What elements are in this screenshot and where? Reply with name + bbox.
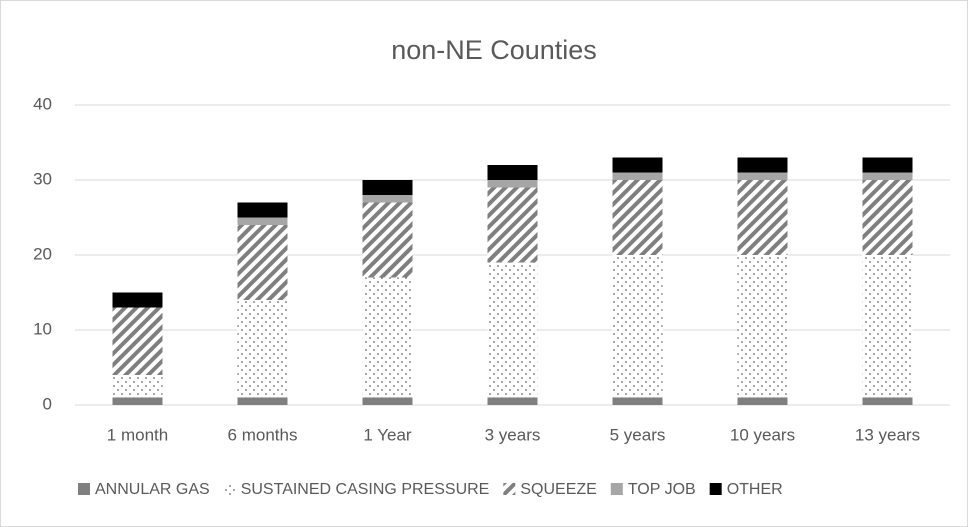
- bar-segment: [487, 187, 538, 263]
- x-tick-label: 5 years: [610, 425, 666, 444]
- chart-title: non-NE Counties: [391, 35, 597, 65]
- bar-segment: [112, 375, 163, 398]
- bar-segment: [237, 300, 288, 398]
- bar-segment: [237, 225, 288, 300]
- x-tick-label: 1 month: [107, 425, 168, 444]
- legend-label: TOP JOB: [628, 481, 696, 498]
- bar-segment: [612, 180, 663, 255]
- y-tick-label: 20: [33, 244, 52, 263]
- legend-swatch: [78, 483, 90, 495]
- bar-segment: [362, 397, 413, 405]
- legend-swatch: [709, 483, 722, 495]
- bar-segment: [862, 180, 913, 255]
- bar-segment: [612, 255, 663, 398]
- bar-segment: [112, 397, 163, 405]
- legend-label: ANNULAR GAS: [95, 481, 210, 498]
- bar-segment: [487, 180, 538, 188]
- bar-segment: [737, 255, 788, 398]
- bar-segment: [737, 397, 788, 405]
- bar-segment: [112, 307, 163, 375]
- bar-segment: [612, 397, 663, 405]
- bar-segment: [862, 397, 913, 405]
- bar-segment: [862, 255, 913, 398]
- y-tick-label: 30: [33, 169, 52, 188]
- y-tick-label: 0: [43, 394, 52, 413]
- bar-segment: [862, 172, 913, 180]
- x-tick-label: 3 years: [485, 425, 541, 444]
- x-tick-label: 10 years: [730, 425, 795, 444]
- bar-segment: [487, 397, 538, 405]
- bar-segment: [237, 202, 288, 218]
- y-tick-label: 40: [33, 94, 52, 113]
- legend-label: OTHER: [727, 481, 783, 498]
- legend-label: SUSTAINED CASING PRESSURE: [241, 481, 490, 498]
- bar-segment: [737, 157, 788, 173]
- bar-segment: [237, 397, 288, 405]
- bar-segment: [237, 217, 288, 225]
- legend-swatch: [223, 483, 236, 495]
- x-tick-label: 1 Year: [363, 425, 412, 444]
- x-tick-label: 6 months: [228, 425, 298, 444]
- bar-segment: [362, 277, 413, 398]
- bar-segment: [112, 292, 163, 308]
- bar-segment: [362, 180, 413, 195]
- bar-segment: [612, 172, 663, 180]
- bar-segment: [612, 157, 663, 173]
- bar-segment: [737, 172, 788, 180]
- y-tick-label: 10: [33, 319, 52, 338]
- x-tick-label: 13 years: [855, 425, 920, 444]
- bar-segment: [737, 180, 788, 255]
- bar-segment: [487, 262, 538, 398]
- legend-swatch: [610, 483, 623, 495]
- legend-swatch: [503, 483, 516, 495]
- bar-segment: [362, 202, 413, 278]
- bar-segment: [362, 195, 413, 203]
- legend-label: SQUEEZE: [520, 481, 596, 498]
- bar-segment: [487, 165, 538, 180]
- bar-segment: [862, 157, 913, 173]
